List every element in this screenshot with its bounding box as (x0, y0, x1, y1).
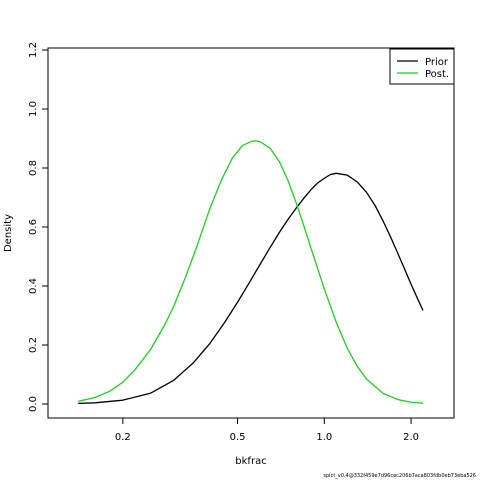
plot-frame (47, 47, 455, 419)
legend-label-prior: Prior (425, 57, 449, 68)
y-axis-title: Density (3, 214, 14, 252)
y-axis: 0.0 0.2 0.4 0.6 0.8 1.0 1.2 (28, 42, 48, 412)
x-tick-label: 0.2 (115, 432, 131, 443)
y-tick-label: 0.0 (28, 396, 39, 412)
y-tick-label: 0.8 (28, 160, 39, 176)
y-tick-label: 0.2 (28, 337, 39, 353)
x-axis-title: bkfrac (235, 456, 266, 467)
y-tick-label: 1.0 (28, 101, 39, 117)
x-tick-label: 0.5 (230, 432, 246, 443)
x-axis: 0.2 0.5 1.0 2.0 (115, 418, 419, 443)
y-tick-label: 0.4 (28, 278, 39, 294)
x-tick-label: 1.0 (316, 432, 332, 443)
legend-label-posterior: Post. (425, 69, 449, 80)
footer-version-text: spict_v0.4@332f459e7d96cec206b7aca803fdb… (323, 473, 476, 479)
legend-box (389, 48, 455, 85)
y-tick-label: 0.6 (28, 219, 39, 235)
series-line-post (78, 140, 424, 404)
series-layer (78, 140, 424, 405)
y-tick-label: 1.2 (28, 42, 39, 58)
x-tick-label: 2.0 (403, 432, 419, 443)
legend: Prior Post. (389, 48, 455, 85)
series-line-prior (78, 172, 424, 405)
